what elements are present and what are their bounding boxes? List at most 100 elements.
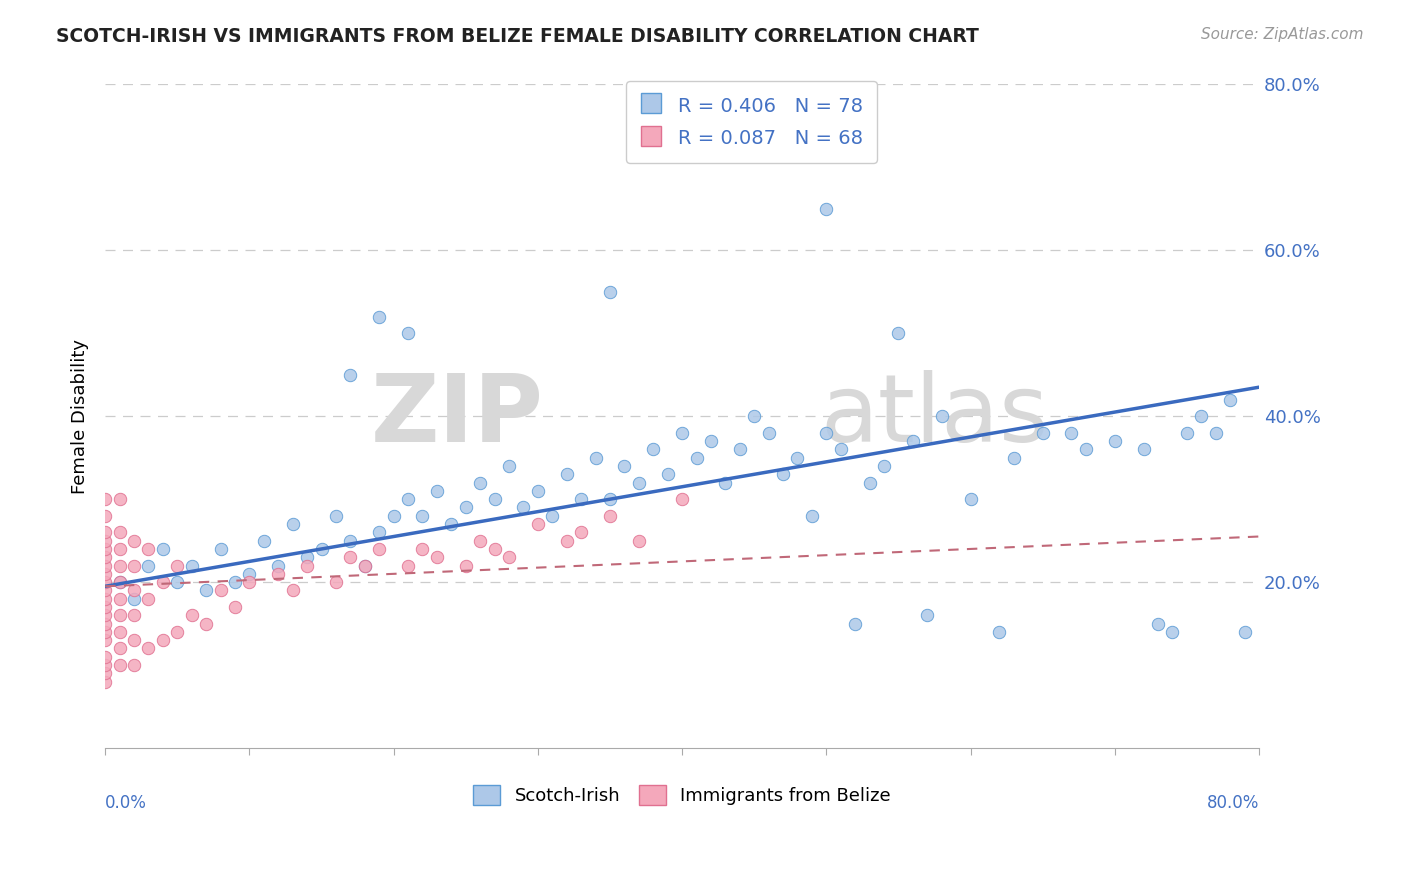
Point [426,483,449,498]
Point [844,616,866,631]
Point [541,508,564,523]
Point [138,558,160,573]
Point [94,566,117,581]
Point [108,525,131,540]
Point [138,591,160,606]
Point [786,450,808,465]
Point [728,442,751,457]
Point [470,475,492,490]
Point [396,558,419,573]
Point [281,583,304,598]
Point [267,566,290,581]
Point [772,467,794,482]
Point [585,450,607,465]
Point [368,525,391,540]
Point [599,492,621,507]
Point [800,508,823,523]
Point [94,558,117,573]
Point [382,508,405,523]
Point [166,624,188,639]
Point [253,533,276,548]
Point [325,575,347,590]
Point [94,633,117,648]
Point [195,616,218,631]
Point [1219,392,1241,407]
Point [94,649,117,664]
Point [108,558,131,573]
Point [498,550,520,565]
Point [152,633,174,648]
Point [1074,442,1097,457]
Point [498,458,520,473]
Point [411,508,433,523]
Point [166,558,188,573]
Text: SCOTCH-IRISH VS IMMIGRANTS FROM BELIZE FEMALE DISABILITY CORRELATION CHART: SCOTCH-IRISH VS IMMIGRANTS FROM BELIZE F… [56,27,979,45]
Point [396,326,419,341]
Point [1060,425,1083,440]
Point [671,425,693,440]
Y-axis label: Female Disability: Female Disability [72,339,89,494]
Point [138,641,160,656]
Text: ZIP: ZIP [371,370,544,462]
Point [815,425,838,440]
Point [281,517,304,532]
Point [108,541,131,556]
Point [1189,409,1212,424]
Point [108,575,131,590]
Point [742,409,765,424]
Point [224,575,246,590]
Point [700,434,723,449]
Point [224,600,246,615]
Point [209,541,232,556]
Point [108,624,131,639]
Point [295,550,318,565]
Point [470,533,492,548]
Point [353,558,375,573]
Point [627,533,650,548]
Point [94,591,117,606]
Point [122,591,145,606]
Point [209,583,232,598]
Point [138,541,160,556]
Point [122,583,145,598]
Point [94,550,117,565]
Point [122,633,145,648]
Text: 80.0%: 80.0% [1206,795,1258,813]
Point [94,525,117,540]
Point [1032,425,1054,440]
Point [180,558,202,573]
Point [484,541,506,556]
Point [815,202,838,216]
Point [368,541,391,556]
Point [368,310,391,324]
Point [758,425,780,440]
Point [94,600,117,615]
Point [94,616,117,631]
Legend: Scotch-Irish, Immigrants from Belize: Scotch-Irish, Immigrants from Belize [467,778,898,812]
Point [873,458,896,473]
Point [1175,425,1198,440]
Point [830,442,852,457]
Point [108,575,131,590]
Point [396,492,419,507]
Point [599,508,621,523]
Point [339,533,361,548]
Point [94,674,117,689]
Point [454,500,477,515]
Point [671,492,693,507]
Point [714,475,737,490]
Point [555,533,578,548]
Point [1002,450,1025,465]
Point [454,558,477,573]
Point [122,658,145,673]
Point [484,492,506,507]
Point [108,608,131,623]
Point [94,533,117,548]
Point [917,608,939,623]
Point [94,508,117,523]
Point [166,575,188,590]
Point [108,641,131,656]
Point [339,550,361,565]
Point [555,467,578,482]
Point [1132,442,1154,457]
